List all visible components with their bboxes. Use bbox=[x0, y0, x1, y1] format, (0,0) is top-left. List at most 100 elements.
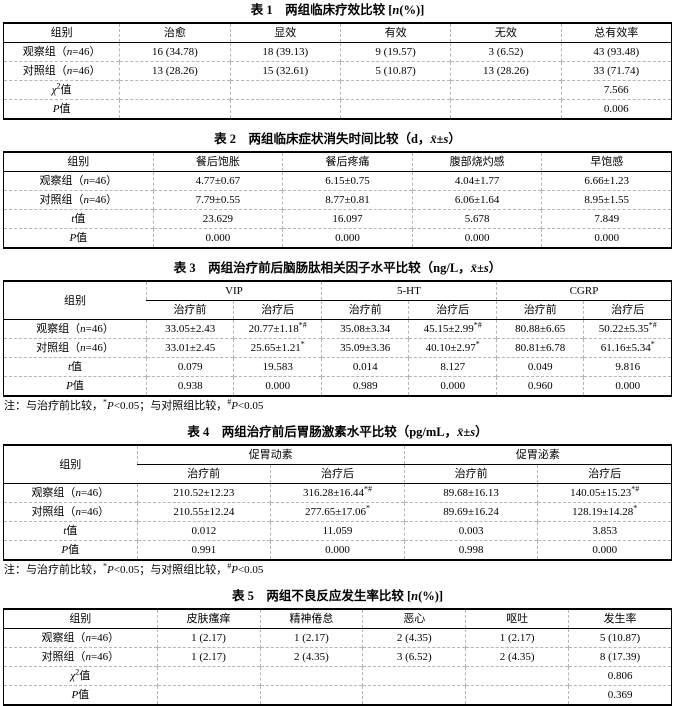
table-row: 观察组（n=46） 210.52±12.23 316.28±16.44*# 89.68… bbox=[4, 483, 672, 503]
table-row: P值 0.369 bbox=[3, 685, 672, 705]
table-row: P值 0.938 0.000 0.989 0.000 0.960 0.000 bbox=[3, 376, 672, 396]
table-cell: 6.15±0.75 bbox=[282, 171, 413, 191]
table-cell: 0.991 bbox=[136, 540, 271, 560]
table-cell: 2 (4.35) bbox=[362, 628, 466, 648]
table-cell: 210.55±12.24 bbox=[136, 502, 271, 522]
table-cell: 33 (71.74) bbox=[560, 61, 672, 81]
table-cell: 7.79±0.55 bbox=[152, 190, 283, 210]
table-cell: 0.000 bbox=[541, 228, 672, 248]
table-cell: 80.81±6.78 bbox=[495, 338, 584, 358]
table-row: P值 0.991 0.000 0.998 0.000 bbox=[3, 540, 672, 560]
row-label: P值 bbox=[3, 540, 138, 560]
table-cell bbox=[119, 80, 231, 100]
table-cell: 7.849 bbox=[541, 209, 672, 229]
table-cell: 140.05±15.23*# bbox=[537, 483, 672, 503]
table-cell: 25.65±1.21* bbox=[233, 338, 322, 358]
column-header-group-label: 组别 bbox=[3, 445, 138, 484]
table-cell: 0.014 bbox=[320, 357, 409, 377]
table-row: t值 0.079 19.583 0.014 8.127 0.049 9.816 bbox=[3, 357, 672, 377]
table-row: 观察组（n=46） 1 (2.17) 1 (2.17) 2 (4.35) 1 (2.17… bbox=[4, 628, 672, 648]
table-cell: 5 (10.87) bbox=[339, 61, 451, 81]
column-header: 有效 bbox=[339, 23, 451, 43]
table-cell: 2 (4.35) bbox=[465, 647, 569, 667]
row-label: χ2值 bbox=[3, 666, 158, 686]
table-cell: 11.059 bbox=[270, 521, 405, 541]
table-cell: 8.95±1.55 bbox=[541, 190, 672, 210]
table-cell: 0.006 bbox=[560, 99, 672, 119]
row-label: P值 bbox=[3, 228, 154, 248]
table-row: 对照组（n=46） 210.55±12.24 277.65±17.06* 89.69±… bbox=[3, 502, 672, 522]
table-cell bbox=[119, 99, 231, 119]
table-block-2: 表 2 两组临床症状消失时间比较（d，x̄±s） 组别 餐后饱胀 餐后疼痛 腹部烧灼感早… bbox=[3, 132, 672, 249]
column-header: 皮肤瘙痒 bbox=[156, 609, 260, 629]
column-header: 发生率 bbox=[568, 609, 672, 629]
row-label: 观察组（n=46） bbox=[39, 175, 118, 187]
table-cell: 277.65±17.06* bbox=[270, 502, 405, 522]
table-cell: 80.88±6.65 bbox=[495, 319, 584, 339]
table-cell: 0.000 bbox=[152, 228, 283, 248]
table-cell: 33.01±2.45 bbox=[145, 338, 234, 358]
table-cell: 18 (39.13) bbox=[229, 42, 341, 62]
table-row: 观察组（n=46） 4.77±0.67 6.15±0.75 4.04±1.77 6.66… bbox=[4, 171, 672, 191]
column-group-header: 5-HT bbox=[320, 281, 497, 301]
table-block-3: 表 3 两组治疗前后脑肠肽相关因子水平比较（ng/L，x̄±s） 组别 VIP 5-H… bbox=[3, 261, 672, 413]
column-header: 无效 bbox=[450, 23, 562, 43]
table-cell bbox=[450, 80, 562, 100]
row-label: t值 bbox=[3, 209, 154, 229]
table-cell bbox=[450, 99, 562, 119]
column-header-group-label: 组别 bbox=[3, 281, 147, 320]
table-cell: 5.678 bbox=[411, 209, 542, 229]
table-cell bbox=[339, 80, 451, 100]
row-label: 观察组（n=46） bbox=[22, 46, 101, 58]
column-group-header: 促胃泌素 bbox=[403, 445, 672, 465]
table-cell: 9.816 bbox=[583, 357, 672, 377]
column-header: 餐后疼痛 bbox=[282, 152, 413, 172]
table-4: 组别 促胃动素 促胃泌素 治疗前 治疗后 治疗前 治疗后 观察组（n=46） 210.52±12… bbox=[3, 444, 672, 561]
table-cell: 9 (19.57) bbox=[339, 42, 451, 62]
table-cell: 89.68±16.13 bbox=[403, 483, 538, 503]
row-label: 对照组（n=46） bbox=[3, 61, 120, 81]
table-cell bbox=[229, 80, 341, 100]
table-cell: 45.15±2.99*# bbox=[408, 319, 497, 339]
table-cell: 13 (28.26) bbox=[119, 61, 231, 81]
table-cell: 0.000 bbox=[282, 228, 413, 248]
table-cell: 0.000 bbox=[233, 376, 322, 396]
table-cell: 3 (6.52) bbox=[450, 42, 562, 62]
table-row: 对照组（n=46） 7.79±0.55 8.77±0.81 6.06±1.64 8.95… bbox=[3, 190, 672, 210]
row-label: 观察组（n=46） bbox=[31, 487, 110, 499]
row-label: 对照组（n=46） bbox=[3, 190, 154, 210]
table-block-1: 表 1 两组临床疗效比较 [n(%)] 组别 治愈 显效 有效 无效 总有效率 观察组（n=4… bbox=[3, 3, 672, 120]
table-cell bbox=[259, 685, 363, 705]
column-subheader: 治疗前 bbox=[137, 464, 271, 484]
table-cell: 3.853 bbox=[537, 521, 672, 541]
column-subheader: 治疗前 bbox=[146, 300, 234, 320]
table-row: P值 0.006 bbox=[3, 99, 672, 119]
table-cell: 8.77±0.81 bbox=[282, 190, 413, 210]
table-cell: 35.08±3.34 bbox=[320, 319, 409, 339]
row-label: χ2值 bbox=[3, 80, 120, 100]
column-subheader: 治疗前 bbox=[320, 300, 409, 320]
column-subheader: 治疗后 bbox=[270, 464, 405, 484]
table-cell: 23.629 bbox=[152, 209, 283, 229]
table-cell: 4.77±0.67 bbox=[152, 171, 283, 191]
table-cell: 0.000 bbox=[537, 540, 672, 560]
table-cell bbox=[156, 666, 260, 686]
table-row: 观察组（n=46） 16 (34.78) 18 (39.13) 9 (19.57) 3 … bbox=[4, 42, 672, 62]
column-group-header: 促胃动素 bbox=[136, 445, 405, 465]
table-cell: 50.22±5.35*# bbox=[583, 319, 672, 339]
table-cell: 3 (6.52) bbox=[362, 647, 466, 667]
row-label: t值 bbox=[3, 357, 147, 377]
table-cell: 0.960 bbox=[495, 376, 584, 396]
table-cell: 0.369 bbox=[568, 685, 672, 705]
row-label: 观察组（n=46） bbox=[36, 323, 114, 335]
row-label: P值 bbox=[3, 685, 158, 705]
table-cell bbox=[362, 685, 466, 705]
table-cell: 16 (34.78) bbox=[119, 42, 231, 62]
table-row: χ2值 7.566 bbox=[3, 80, 672, 100]
table-cell: 0.079 bbox=[145, 357, 234, 377]
table-3-footnote: 注：与治疗前比较，*P<0.05；与对照组比较，#P<0.05 bbox=[4, 397, 264, 412]
column-subheader: 治疗后 bbox=[537, 464, 672, 484]
table-cell: 210.52±12.23 bbox=[136, 483, 271, 503]
column-header: 治愈 bbox=[119, 23, 231, 43]
